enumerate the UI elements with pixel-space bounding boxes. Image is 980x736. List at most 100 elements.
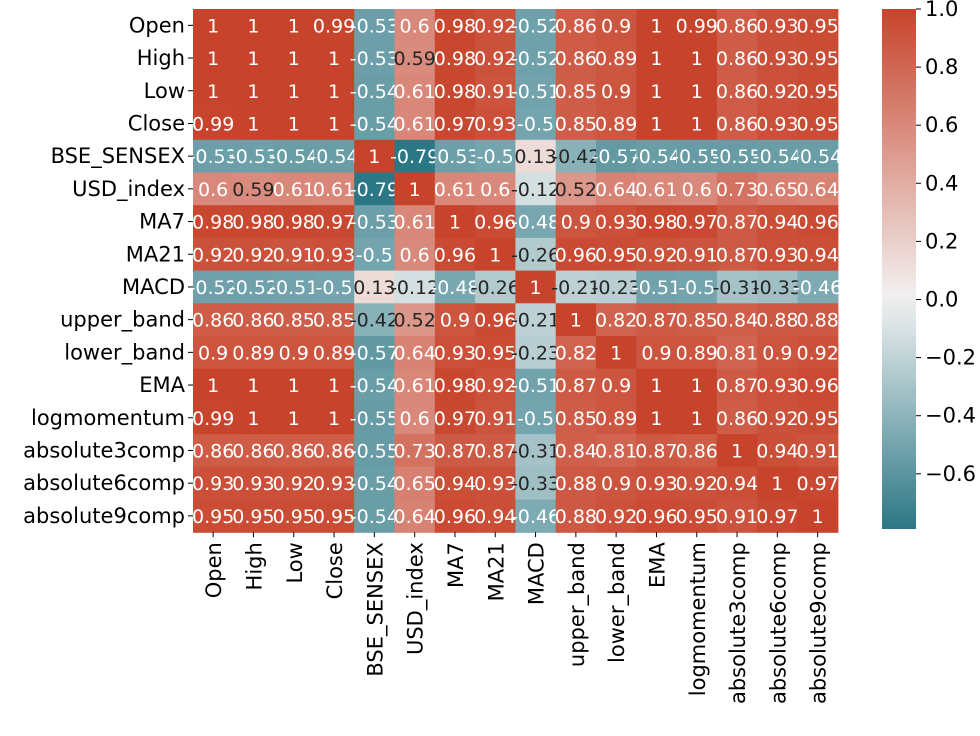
cell-value-label: 0.96: [434, 244, 476, 266]
heatmap-cell: [475, 303, 516, 337]
cell-value-label: 0.92: [192, 244, 234, 266]
cell-value-label: 0.93: [232, 473, 274, 495]
cell-value-label: 0.92: [756, 408, 798, 430]
heatmap-cell: [313, 336, 355, 370]
heatmap-cell: [273, 499, 315, 533]
cell-value-label: 0.95: [595, 244, 637, 266]
heatmap-cell: [515, 401, 557, 435]
cell-value-label: 0.9: [198, 342, 228, 364]
colorbar-tick-label: 0.8: [925, 55, 958, 79]
cell-value-label: 1: [449, 212, 461, 234]
cell-value-label: -0.48: [511, 212, 560, 234]
heatmap-cell: [716, 237, 758, 272]
heatmap-cell: [313, 499, 355, 533]
heatmap-cell: [596, 434, 637, 468]
heatmap-cell: [434, 303, 476, 337]
cell-value-label: 0.6: [682, 179, 712, 201]
cell-value-label: -0.26: [511, 244, 560, 266]
cell-value-label: 0.88: [756, 310, 798, 332]
heatmap-cell: [394, 205, 436, 239]
cell-value-label: 0.9: [601, 81, 631, 103]
heatmap-cell: [273, 237, 315, 272]
cell-value-label: 1: [650, 408, 662, 430]
cell-value-label: 0.6: [480, 179, 510, 201]
heatmap-cell: [193, 205, 234, 239]
x-axis-labels: Open High Low Close BSE_SENSEX USD_index MA7 MA…: [202, 532, 831, 704]
cell-value-label: -0.5: [316, 277, 353, 299]
cell-value-label: 1: [691, 81, 703, 103]
cell-value-label: 0.92: [273, 473, 315, 495]
cell-value-label: 0.6: [400, 408, 430, 430]
colorbar-tick-label: 0.4: [925, 171, 958, 195]
cell-value-label: -0.53: [189, 146, 238, 168]
cell-value-label: 0.86: [192, 440, 234, 462]
cell-value-label: 1: [771, 473, 783, 495]
cell-value-label: 1: [328, 113, 340, 135]
heatmap-cell: [716, 466, 758, 501]
colorbar-tick-label: −0.2: [925, 346, 976, 370]
heatmap-cell: [596, 237, 637, 272]
heatmap-cell: [515, 205, 557, 239]
heatmap-cell: [394, 336, 436, 370]
heatmap-cell: [475, 270, 516, 304]
cell-value-label: -0.51: [511, 81, 560, 103]
heatmap-cell: [676, 368, 718, 402]
cell-value-label: -0.23: [592, 277, 641, 299]
heatmap-cell: [757, 336, 799, 370]
heatmap-cell: [515, 270, 557, 304]
cell-value-label: 1: [288, 48, 300, 70]
cell-value-label: 0.89: [313, 342, 355, 364]
cell-value-label: 0.95: [192, 506, 234, 528]
x-tick-label: Open: [202, 542, 226, 598]
cell-value-label: 1: [288, 81, 300, 103]
heatmap-cell: [273, 401, 315, 435]
heatmap-cell: [434, 466, 476, 501]
heatmap-cell: [596, 139, 637, 174]
heatmap-cell: [596, 336, 637, 370]
cell-value-label: 0.95: [313, 506, 355, 528]
heatmap-cell: [716, 303, 758, 337]
cell-value-label: -0.31: [712, 277, 761, 299]
heatmap-cell: [636, 172, 678, 206]
heatmap-cell: [555, 205, 597, 239]
cell-value-label: 0.85: [273, 310, 315, 332]
cell-value-label: 0.65: [756, 179, 798, 201]
cell-value-label: 1: [288, 408, 300, 430]
cell-value-label: 0.84: [716, 310, 758, 332]
heatmap-cell: [797, 74, 839, 108]
cell-value-label: 0.86: [273, 440, 315, 462]
heatmap-cell: [515, 499, 557, 533]
heatmap-cell: [555, 466, 597, 501]
heatmap-cell: [434, 9, 476, 43]
cell-value-label: -0.55: [712, 146, 761, 168]
heatmap-cell: [475, 172, 516, 206]
heatmap-cell: [797, 434, 839, 468]
cell-value-label: -0.55: [350, 440, 399, 462]
heatmap-cell: [193, 499, 234, 533]
cell-value-label: 0.64: [595, 179, 637, 201]
cell-value-label: 0.95: [796, 81, 838, 103]
heatmap-cell: [475, 336, 516, 370]
cell-value-label: 0.98: [434, 48, 476, 70]
x-tick-label: absolute3comp: [726, 542, 750, 704]
cell-value-label: 0.91: [796, 440, 838, 462]
cell-value-label: 0.82: [595, 310, 637, 332]
cell-value-label: 0.81: [595, 440, 637, 462]
cell-value-label: 0.64: [393, 342, 435, 364]
cell-value-label: 0.98: [232, 212, 274, 234]
heatmap-cell: [716, 139, 758, 174]
cell-value-label: 0.9: [641, 342, 671, 364]
cell-value-label: 0.85: [555, 81, 597, 103]
heatmap-cell: [797, 237, 839, 272]
y-tick-label: absolute9comp: [23, 504, 185, 528]
heatmap-cell: [757, 205, 799, 239]
cell-value-label: 0.87: [474, 440, 516, 462]
cell-value-label: 0.98: [635, 212, 677, 234]
heatmap-cell: [757, 270, 799, 304]
heatmap-cell: [676, 270, 718, 304]
heatmap-cell: [797, 205, 839, 239]
cell-value-label: -0.42: [551, 146, 600, 168]
cell-value-label: 0.86: [555, 15, 597, 37]
heatmap-cell: [233, 303, 275, 337]
heatmap-cell: [273, 466, 315, 501]
